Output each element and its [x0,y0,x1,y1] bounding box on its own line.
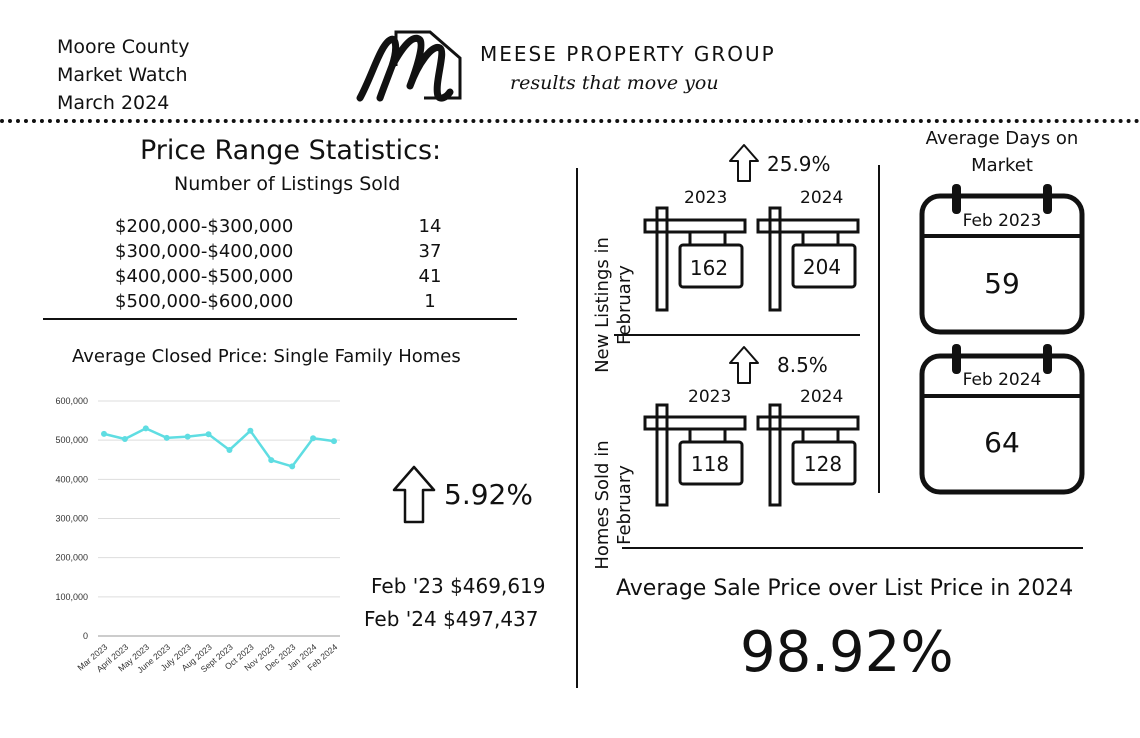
closed-price-feb24: Feb '24 $497,437 [364,607,539,631]
price-range-subtitle: Number of Listings Sold [174,173,401,195]
chart-point [268,457,275,464]
chart-point [205,431,212,438]
calendar-icon [919,184,1085,335]
chart-series-line [103,427,335,468]
new-listings-year-2024: 2024 [800,188,844,208]
closed-price-change: 5.92% [444,478,533,511]
new-listings-value-2024: 204 [802,255,842,279]
chart-point [331,438,337,445]
new-listings-value-2023: 162 [689,256,729,280]
brand-tagline: results that move you [510,72,719,94]
sale-vs-list-value: 98.92% [740,620,954,685]
new-listings-change: 25.9% [767,152,831,176]
chart-y-tick-label: 500,000 [55,435,88,445]
chart-point [247,427,254,434]
homes-sold-value-2023: 118 [690,452,730,476]
price-range-label: $400,000-$500,000 [115,266,294,287]
homes-sold-value-2024: 128 [803,452,843,476]
chart-y-tick-label: 400,000 [55,474,88,484]
chart-point [226,446,233,453]
sign-post-icon [643,403,747,507]
section-divider [614,334,860,336]
price-range-label: $200,000-$300,000 [115,216,294,237]
price-range-row: $500,000-$600,000 1 [115,291,445,316]
price-range-count: 41 [418,266,442,287]
closed-price-title: Average Closed Price: Single Family Home… [72,346,461,367]
price-range-count: 14 [418,216,442,237]
new-listings-label: New Listings in February [592,237,635,373]
calendar-date-2023: Feb 2023 [962,211,1042,231]
calendar-icon [919,344,1085,495]
chart-y-tick-label: 200,000 [55,553,88,563]
days-on-market-title: Average Days on Market [925,128,1079,176]
chart-point [289,463,296,470]
chart-y-tick-label: 300,000 [55,514,88,524]
section-divider [622,547,1083,549]
homes-sold-year-2023: 2023 [688,387,732,407]
chart-point [142,425,149,432]
header-date: March 2024 [57,92,170,114]
section-divider [43,318,517,320]
chart-point [184,433,191,440]
new-listings-year-2023: 2023 [684,188,728,208]
chart-y-tick-label: 600,000 [55,396,88,406]
chart-point [163,434,170,441]
calendar-date-2024: Feb 2024 [962,370,1042,390]
header-county: Moore County [57,36,190,58]
column-divider [576,168,578,688]
brand-name: MEESE PROPERTY GROUP [480,42,776,66]
header-subtitle: Market Watch [57,64,188,86]
closed-price-feb23: Feb '23 $469,619 [371,574,546,598]
chart-point [121,435,128,442]
price-range-count: 1 [424,291,436,312]
chart-point [310,435,317,442]
arrow-up-icon [392,465,436,524]
price-range-label: $500,000-$600,000 [115,291,294,312]
calendar-value-2024: 64 [984,426,1020,459]
calendar-value-2023: 59 [984,267,1020,300]
homes-sold-year-2024: 2024 [800,387,844,407]
price-range-title: Price Range Statistics: [140,135,442,166]
sign-post-icon [756,403,860,507]
chart-y-tick-label: 100,000 [55,592,88,602]
sign-post-icon [756,206,860,312]
price-range-row: $200,000-$300,000 14 [115,216,445,241]
homes-sold-change: 8.5% [777,353,828,377]
arrow-up-icon [729,346,759,384]
price-range-row: $400,000-$500,000 41 [115,266,445,291]
price-range-label: $300,000-$400,000 [115,241,294,262]
column-divider [878,165,880,493]
sale-vs-list-title: Average Sale Price over List Price in 20… [616,576,1074,601]
header-divider [0,119,1140,123]
chart-point [101,430,107,437]
price-range-count: 37 [418,241,442,262]
chart-y-tick-label: 0 [83,631,88,641]
sign-post-icon [643,206,747,312]
homes-sold-label: Homes Sold in February [592,440,635,570]
closed-price-chart: 600,000 500,000 400,000 300,000 200,000 100,0… [55,396,340,675]
arrow-up-icon [729,144,759,182]
logo-icon [356,30,462,102]
price-range-row: $300,000-$400,000 37 [115,241,445,266]
